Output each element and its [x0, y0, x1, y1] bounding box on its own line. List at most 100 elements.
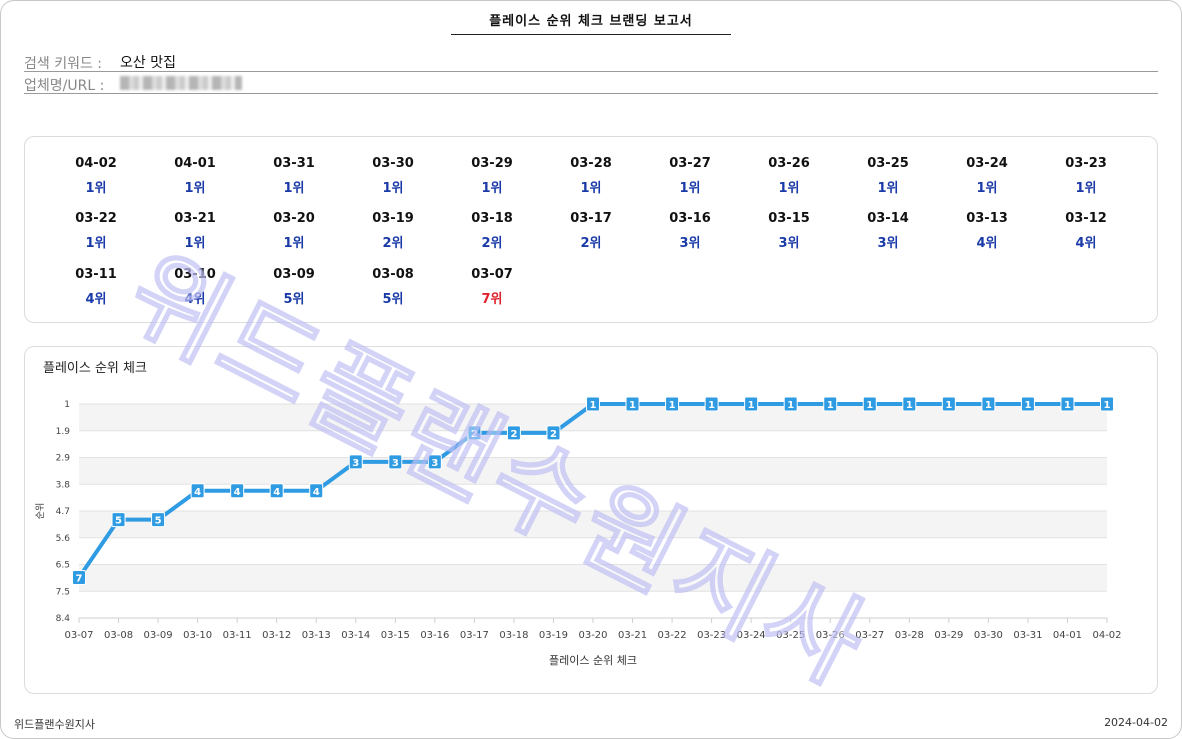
y-tick-label: 7.5	[56, 587, 70, 597]
data-point	[862, 396, 877, 412]
data-point	[902, 396, 917, 412]
x-tick-label: 03-12	[262, 630, 291, 641]
keyword-label: 검색 키워드 :	[24, 56, 103, 72]
data-label: 1	[708, 400, 715, 411]
data-label: 4	[234, 487, 241, 498]
y-tick-label: 3.8	[56, 480, 71, 490]
daily-rank-date: 03-21	[174, 211, 216, 226]
daily-rank-cell: 03-22 1위	[56, 211, 136, 251]
daily-rank-cell: 03-15 3위	[749, 211, 829, 251]
data-label: 1	[985, 400, 992, 411]
daily-rank-cell: 03-24 1위	[947, 156, 1027, 196]
daily-rank-date: 03-23	[1065, 156, 1107, 171]
daily-rank-cell: 03-08 5위	[353, 267, 433, 307]
daily-rank-cell: 03-23 1위	[1046, 156, 1126, 196]
daily-rank-value: 1위	[283, 236, 305, 251]
daily-rank-cell: 03-20 1위	[254, 211, 334, 251]
x-tick-label: 03-13	[302, 630, 331, 641]
daily-rank-cell: 04-01 1위	[155, 156, 235, 196]
data-label: 1	[748, 400, 755, 411]
daily-rank-date: 03-10	[174, 267, 216, 282]
daily-rank-cell: 03-13 4위	[947, 211, 1027, 251]
daily-rank-cell: 03-17 2위	[551, 211, 631, 251]
daily-rank-value: 4위	[85, 292, 107, 307]
x-tick-label: 03-27	[855, 630, 884, 641]
daily-rank-date: 03-22	[75, 211, 117, 226]
daily-rank-cell: 03-10 4위	[155, 267, 235, 307]
daily-rank-value: 1위	[184, 181, 206, 196]
daily-rank-date: 03-31	[273, 156, 315, 171]
data-label: 4	[273, 487, 280, 498]
keyword-value: 오산 맛집	[120, 55, 176, 71]
data-label: 1	[590, 400, 597, 411]
daily-rank-value: 1위	[85, 236, 107, 251]
daily-rank-date: 03-27	[669, 156, 711, 171]
data-label: 1	[866, 400, 873, 411]
data-point	[625, 396, 640, 412]
x-axis-title: 플레이스 순위 체크	[549, 654, 637, 667]
daily-rank-value: 1위	[184, 236, 206, 251]
x-tick-label: 03-15	[381, 630, 410, 641]
data-point	[230, 483, 245, 499]
daily-rank-value: 1위	[877, 181, 899, 196]
data-label: 1	[629, 400, 636, 411]
data-label: 4	[313, 487, 320, 498]
data-label: 1	[945, 400, 952, 411]
daily-rank-cell: 03-31 1위	[254, 156, 334, 196]
daily-rank-date: 03-15	[768, 211, 810, 226]
daily-rank-value: 5위	[283, 292, 305, 307]
x-tick-label: 03-09	[144, 630, 173, 641]
data-point	[467, 425, 482, 441]
x-tick-label: 03-24	[737, 630, 766, 641]
x-tick-label: 03-07	[64, 630, 93, 641]
daily-rank-value: 1위	[283, 181, 305, 196]
daily-rank-date: 03-25	[867, 156, 909, 171]
x-tick-label: 03-29	[934, 630, 963, 641]
daily-rank-date: 04-01	[174, 156, 216, 171]
daily-rank-cell: 03-26 1위	[749, 156, 829, 196]
x-tick-label: 03-18	[499, 630, 528, 641]
x-tick-label: 03-26	[816, 630, 845, 641]
y-tick-label: 8.4	[56, 614, 71, 624]
daily-rank-value: 7위	[481, 292, 503, 307]
daily-rank-cell: 03-07 7위	[452, 267, 532, 307]
daily-rank-value: 1위	[679, 181, 701, 196]
data-label: 1	[669, 400, 676, 411]
daily-rank-value: 4위	[184, 292, 206, 307]
daily-rank-value: 2위	[481, 236, 503, 251]
daily-rank-cell: 03-27 1위	[650, 156, 730, 196]
report-title: 플레이스 순위 체크 브랜딩 보고서	[451, 10, 731, 35]
data-label: 2	[510, 429, 517, 440]
daily-rank-date: 03-11	[75, 267, 117, 282]
x-tick-label: 03-22	[658, 630, 687, 641]
daily-rank-cell: 03-30 1위	[353, 156, 433, 196]
data-point	[704, 396, 719, 412]
data-label: 3	[392, 458, 399, 469]
data-label: 4	[194, 487, 201, 498]
daily-rank-value: 1위	[85, 181, 107, 196]
data-label: 7	[76, 574, 83, 585]
data-point	[783, 396, 798, 412]
data-label: 1	[1104, 400, 1111, 411]
x-tick-label: 03-20	[578, 630, 607, 641]
data-label: 3	[352, 458, 359, 469]
daily-rank-cell: 03-09 5위	[254, 267, 334, 307]
data-point	[190, 483, 205, 499]
x-tick-label: 03-16	[420, 630, 449, 641]
daily-rank-date: 03-30	[372, 156, 414, 171]
data-point	[823, 396, 838, 412]
daily-rank-date: 03-17	[570, 211, 612, 226]
daily-rank-value: 1위	[1075, 181, 1097, 196]
data-point	[586, 396, 600, 412]
y-tick-label: 6.5	[56, 561, 70, 571]
daily-rank-date: 03-18	[471, 211, 513, 226]
y-tick-label: 1	[64, 400, 70, 410]
data-point	[1100, 396, 1114, 412]
data-label: 1	[1024, 400, 1031, 411]
x-tick-label: 03-11	[223, 630, 252, 641]
data-point	[665, 396, 680, 412]
daily-rank-value: 3위	[679, 236, 701, 251]
daily-rank-date: 03-12	[1065, 211, 1107, 226]
daily-rank-cell: 03-29 1위	[452, 156, 532, 196]
